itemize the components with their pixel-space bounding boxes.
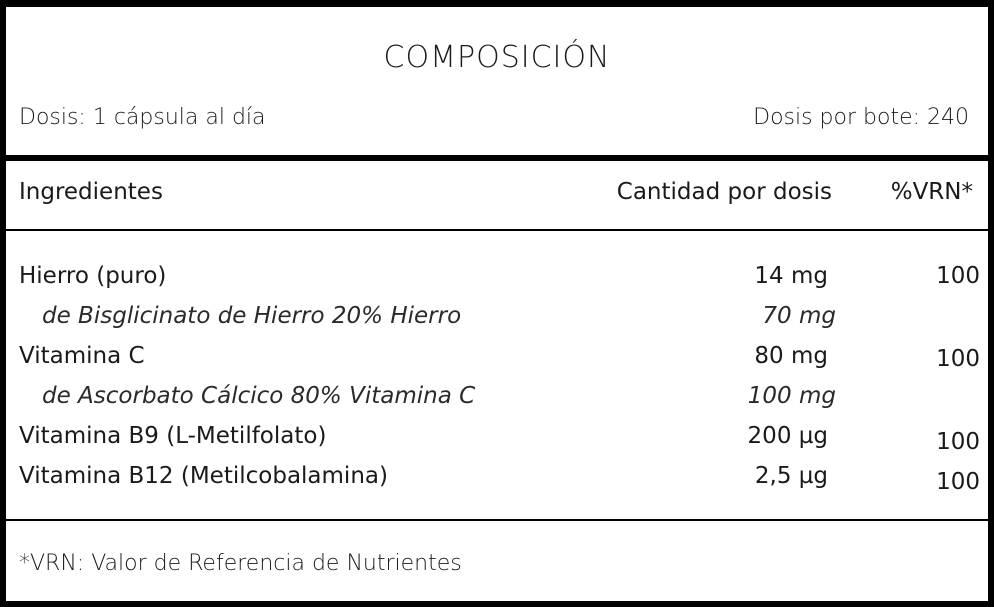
table-row: Hierro (puro) 14 mg 100 (6, 263, 988, 303)
ingredient-source-quantity: 100 mg (747, 383, 836, 409)
ingredient-vrn: 100 (936, 263, 980, 289)
dose-per-bottle-text: Dosis por bote: 240 (753, 105, 969, 130)
table-row-sub: de Bisglicinato de Hierro 20% Hierro 70 … (6, 303, 988, 343)
ingredient-quantity: 200 µg (747, 423, 828, 449)
table-row: Vitamina B12 (Metilcobalamina) 2,5 µg 10… (6, 463, 988, 503)
footer-divider (6, 519, 988, 521)
column-header-ingredients: Ingredientes (19, 179, 163, 205)
table-row-sub: de Ascorbato Cálcico 80% Vitamina C 100 … (6, 383, 988, 423)
table-row: Vitamina B9 (L-Metilfolato) 200 µg 100 (6, 423, 988, 463)
ingredient-name: Vitamina B12 (Metilcobalamina) (19, 463, 388, 489)
ingredient-source-quantity: 70 mg (762, 303, 836, 329)
ingredient-vrn: 100 (936, 469, 980, 495)
ingredient-vrn: 100 (936, 429, 980, 455)
ingredient-vrn: 100 (936, 346, 980, 372)
ingredient-quantity: 80 mg (754, 343, 828, 369)
ingredient-source: de Ascorbato Cálcico 80% Vitamina C (42, 383, 476, 409)
header-divider (6, 155, 988, 161)
footnote: *VRN: Valor de Referencia de Nutrientes (19, 551, 462, 576)
ingredient-name: Hierro (puro) (19, 263, 167, 289)
panel-title: COMPOSICIÓN (383, 40, 611, 75)
ingredient-quantity: 14 mg (754, 263, 828, 289)
ingredient-name: Vitamina B9 (L-Metilfolato) (19, 423, 327, 449)
column-header-vrn: %VRN* (890, 179, 973, 205)
ingredient-source: de Bisglicinato de Hierro 20% Hierro (42, 303, 462, 329)
table-row: Vitamina C 80 mg 100 (6, 343, 988, 383)
dose-text: Dosis: 1 cápsula al día (19, 105, 266, 130)
ingredient-name: Vitamina C (19, 343, 145, 369)
ingredient-quantity: 2,5 µg (754, 463, 828, 489)
column-header-quantity: Cantidad por dosis (616, 179, 832, 205)
table-header-divider (6, 229, 988, 231)
